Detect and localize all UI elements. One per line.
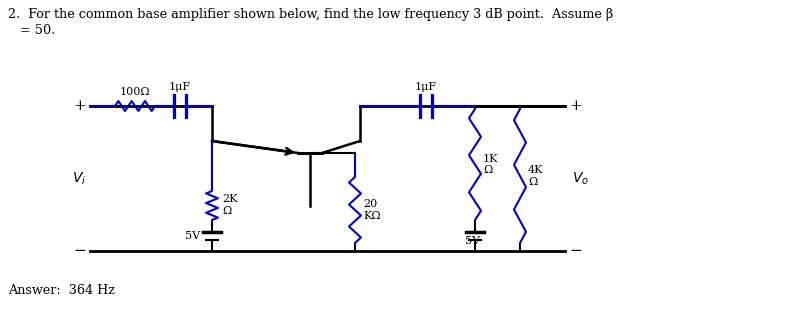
Text: 1K
Ω: 1K Ω bbox=[483, 154, 498, 175]
Text: = 50.: = 50. bbox=[20, 24, 56, 37]
Text: +: + bbox=[73, 99, 86, 113]
Text: 1μF: 1μF bbox=[169, 82, 191, 92]
Text: 100Ω: 100Ω bbox=[119, 87, 150, 97]
Text: −: − bbox=[569, 244, 582, 258]
Text: 5V: 5V bbox=[465, 236, 480, 246]
Text: 20
KΩ: 20 KΩ bbox=[363, 199, 380, 221]
Text: $V_i$: $V_i$ bbox=[72, 170, 86, 187]
Text: 5V: 5V bbox=[185, 231, 200, 241]
Text: 4K
Ω: 4K Ω bbox=[528, 165, 543, 187]
Text: 1μF: 1μF bbox=[415, 82, 437, 92]
Text: +: + bbox=[569, 99, 582, 113]
Text: 2K
Ω: 2K Ω bbox=[222, 194, 238, 216]
Text: 2.  For the common base amplifier shown below, find the low frequency 3 dB point: 2. For the common base amplifier shown b… bbox=[8, 8, 613, 21]
Text: Answer:  364 Hz: Answer: 364 Hz bbox=[8, 284, 115, 297]
Text: −: − bbox=[73, 244, 86, 258]
Text: $V_o$: $V_o$ bbox=[572, 170, 589, 187]
